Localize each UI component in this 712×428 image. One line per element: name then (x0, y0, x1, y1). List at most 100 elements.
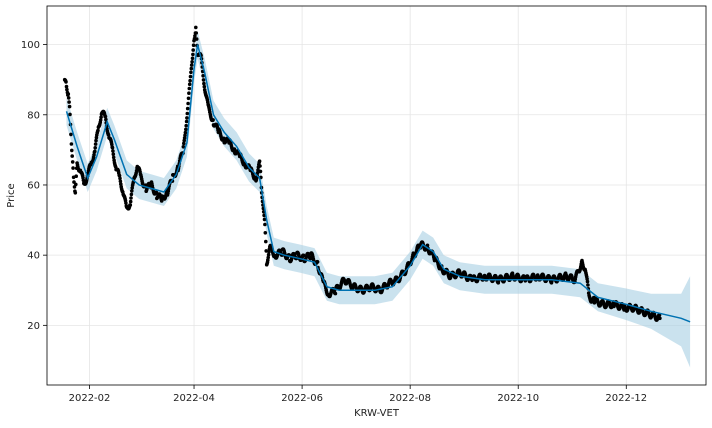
actual-point (93, 149, 97, 154)
actual-point (187, 86, 192, 91)
actual-point (104, 117, 108, 122)
actual-point (92, 153, 96, 157)
actual-point (74, 182, 78, 187)
y-tick-label: 80 (27, 110, 40, 121)
actual-point (128, 203, 133, 207)
actual-point (71, 166, 75, 170)
actual-point (202, 84, 207, 89)
actual-point (185, 111, 190, 116)
actual-point (111, 155, 116, 160)
actual-point (106, 133, 111, 137)
actual-point (182, 141, 186, 146)
actual-point (257, 159, 262, 163)
actual-point (67, 104, 72, 109)
actual-point (263, 222, 267, 227)
x-axis-label: KRW-VET (354, 408, 400, 419)
y-tick-label: 100 (21, 40, 40, 51)
actual-point (129, 192, 134, 197)
x-axis-ticks: 2022-02 2022-04 2022-06 2022-08 2022-10 2022-… (69, 385, 647, 404)
actual-point (191, 52, 195, 57)
actual-point (64, 84, 69, 89)
actual-point (67, 100, 71, 104)
actual-point (65, 87, 69, 92)
actual-point (188, 78, 192, 83)
actual-point (187, 91, 191, 95)
forecast-line (65, 44, 691, 323)
y-axis-label: Price (6, 183, 17, 207)
actual-point (111, 149, 115, 153)
actual-point (128, 199, 133, 204)
actual-point (266, 252, 271, 257)
actual-point (111, 152, 116, 156)
actual-point (190, 56, 195, 61)
actual-point (66, 96, 71, 100)
actual-point (73, 191, 78, 195)
actual-point (264, 239, 268, 244)
actual-point (425, 243, 430, 248)
actual-point (154, 190, 159, 195)
actual-point (96, 128, 100, 133)
actual-point (211, 118, 215, 122)
actual-point (64, 80, 68, 84)
actual-point (99, 115, 103, 119)
actual-point (81, 178, 86, 183)
actual-point (94, 138, 98, 143)
actual-point (315, 260, 320, 264)
actual-point (186, 101, 190, 106)
y-tick-label: 20 (27, 321, 40, 332)
actual-point (124, 201, 128, 205)
actual-point (189, 70, 193, 75)
x-tick-label: 2022-08 (389, 393, 431, 404)
actual-point (189, 63, 194, 67)
actual-point (185, 116, 189, 120)
actual-point (586, 283, 590, 287)
actual-point (68, 112, 72, 117)
actual-point (183, 133, 187, 138)
actual-point (69, 132, 73, 137)
actual-point (658, 316, 662, 321)
x-tick-label: 2022-02 (69, 393, 111, 404)
actual-point (232, 147, 237, 151)
actual-point (118, 179, 123, 184)
actual-point (258, 164, 262, 168)
y-tick-label: 40 (27, 251, 40, 262)
actual-point (184, 123, 188, 128)
actual-point (202, 81, 206, 86)
grid (47, 6, 706, 385)
actual-point (93, 142, 98, 146)
actual-point (267, 250, 271, 254)
actual-point (66, 92, 71, 96)
x-tick-label: 2022-06 (281, 393, 323, 404)
actual-point (187, 82, 192, 87)
actual-point (118, 176, 122, 181)
actual-point (201, 74, 205, 78)
actual-point (194, 31, 198, 35)
actual-point (194, 25, 198, 30)
actual-point (69, 142, 74, 146)
x-tick-label: 2022-10 (497, 393, 539, 404)
actual-point (301, 253, 306, 258)
actual-point (201, 78, 206, 82)
actual-point (181, 145, 186, 149)
actual-point (185, 106, 190, 111)
actual-point (70, 148, 74, 153)
actual-point (264, 249, 269, 253)
actual-point (194, 37, 199, 41)
actual-point (183, 130, 188, 135)
actual-point (585, 277, 589, 281)
actual-point (93, 146, 97, 150)
actual-point (263, 231, 268, 235)
uncertainty-band (66, 30, 691, 368)
y-tick-label: 60 (27, 180, 40, 191)
actual-point (266, 255, 271, 260)
actual-point (262, 217, 267, 222)
actual-point (134, 168, 139, 173)
actual-point (117, 173, 122, 178)
actual-point (186, 96, 191, 101)
actual-point (190, 60, 194, 64)
actual-point (130, 189, 134, 193)
actual-point (258, 169, 263, 174)
actual-point (184, 127, 188, 132)
